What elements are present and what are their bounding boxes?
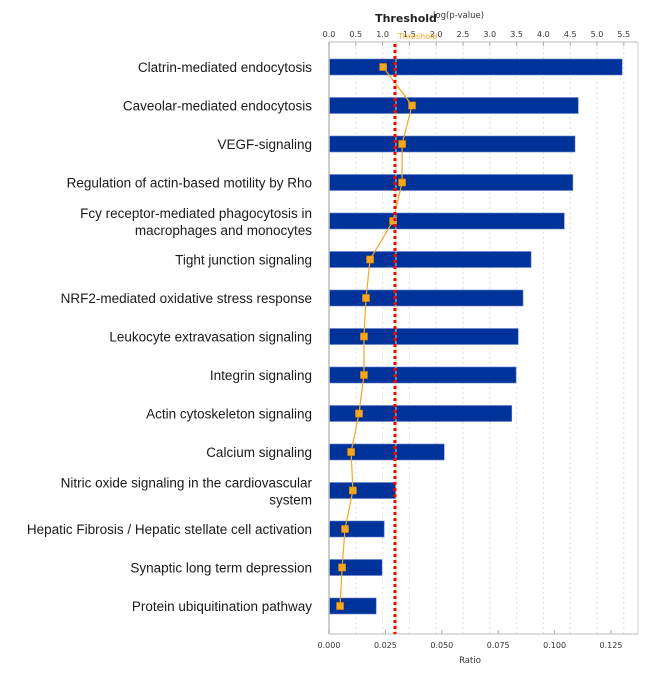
bar [328,366,517,384]
bar [328,251,532,268]
bar [328,212,565,230]
top-axis-tick-label: 1.0 [376,30,389,39]
axes: 0.0 0.5 1.0 1.5 2.0 2.5 3.0 3.5 4.0 4.5 5.0 5.5 -log… [318,11,639,666]
bar [328,58,623,76]
ratio-point [355,409,363,418]
top-axis-tick-label: 5.0 [591,30,604,39]
category-label: Synaptic long term depression [130,561,312,576]
top-axis-tick-label: 3.0 [483,30,496,39]
bottom-axis-tick-label: 0.000 [318,641,341,650]
ratio-point [360,371,368,379]
bar [328,482,397,499]
top-axis-tick-label: 5.5 [617,30,630,39]
category-label: Hepatic Fibrosis / Hepatic stellate cell… [27,522,312,537]
ratio-point [338,563,346,572]
bar [328,328,519,345]
top-axis-tick-label: 4.5 [564,30,577,39]
category-label: system [269,493,312,508]
threshold-title: Threshold [375,12,437,25]
category-label: Protein ubiquitination pathway [132,599,312,614]
bars [328,58,623,615]
ratio-point [408,101,416,110]
bottom-axis-tick-label: 0.125 [600,641,623,650]
bar [328,97,579,114]
category-label: Actin cytoskeleton signaling [146,407,312,422]
category-label: Fcy receptor-mediated phagocytosis in [80,206,312,221]
ratio-point [366,255,374,264]
ratio-point [336,602,344,610]
threshold-marker-label: Threshold [397,32,437,41]
ratio-point [398,140,406,148]
top-axis-tick-label: 2.0 [430,30,443,39]
threshold: Threshold Threshold [375,12,437,634]
bar [328,174,574,191]
top-axis-tick-label: 2.5 [457,30,470,39]
bar [328,520,385,538]
ratio-point [398,178,406,187]
bar [328,289,524,307]
category-label: Regulation of actin-based motility by Rh… [67,176,312,191]
ratio-point [379,63,387,71]
category-label: VEGF-signaling [217,137,312,152]
category-label: macrophages and monocytes [135,223,312,238]
ratio-point [389,217,397,225]
bottom-axis-tick-label: 0.025 [374,641,397,650]
category-label: Caveolar-mediated endocytosis [123,99,312,114]
bar [328,135,576,153]
category-label: Clatrin-mediated endocytosis [138,60,312,75]
category-label: Calcium signaling [206,445,312,460]
category-label: Leukocyte extravasation signaling [109,330,312,345]
bottom-axis-tick-label: 0.100 [543,641,566,650]
ratio-point [341,525,349,533]
bottom-axis-tick-label: 0.075 [487,641,510,650]
bottom-axis-tick-label: 0.050 [430,641,453,650]
ratio-point [360,332,368,341]
top-axis-tick-label: 1.5 [403,30,416,39]
bar [328,559,383,576]
category-label: NRF2-mediated oxidative stress response [61,291,312,306]
top-axis-title: -log(p-value) [430,11,484,21]
top-axis-tick-label: 3.5 [510,30,523,39]
category-label: Integrin signaling [210,368,312,383]
ratio-point [362,294,370,302]
ratio-line-series [336,63,416,610]
bar [328,443,445,461]
top-axis-tick-label: 0.0 [323,30,336,39]
ratio-point [349,486,357,495]
top-axis-tick-label: 4.0 [537,30,550,39]
category-label: Nitric oxide signaling in the cardiovasc… [61,476,313,491]
bar [328,597,377,615]
bottom-axis-title: Ratio [459,656,481,666]
top-axis-tick-label: 0.5 [349,30,362,39]
category-label: Tight junction signaling [175,253,312,268]
category-labels: Clatrin-mediated endocytosis Caveolar-med… [27,60,313,614]
ratio-point [347,448,355,456]
